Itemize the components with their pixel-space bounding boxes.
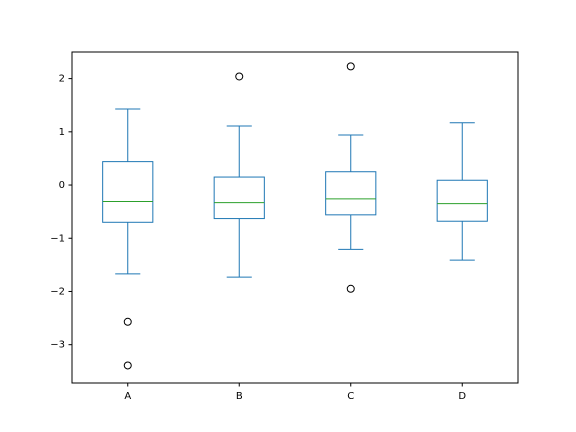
y-tick-label: −3 [50,340,65,351]
y-tick-label: −2 [50,286,65,297]
outlier-point-c-2 [346,284,355,293]
plot-frame [71,51,519,384]
x-tick-label: A [124,391,131,402]
y-tick-label: −1 [50,233,65,244]
y-tick-label: 2 [59,74,65,85]
x-tick-label: B [236,391,243,402]
box-group-a [102,108,154,370]
x-tick-label: D [458,391,466,402]
outlier-point-a-2 [123,361,132,370]
outlier-point-c-1 [346,62,355,71]
box-d [436,179,488,222]
box-group-c [325,62,377,293]
box-group-d [436,122,488,261]
box-c [325,171,377,216]
outlier-point-a-1 [123,317,132,326]
y-tick-label: 1 [59,127,65,138]
x-tick-label: C [347,391,354,402]
outlier-point-b-1 [235,72,244,81]
y-tick-label: 0 [59,180,65,191]
box-a [102,161,154,223]
box-group-b [213,72,265,278]
box-b [213,176,265,220]
